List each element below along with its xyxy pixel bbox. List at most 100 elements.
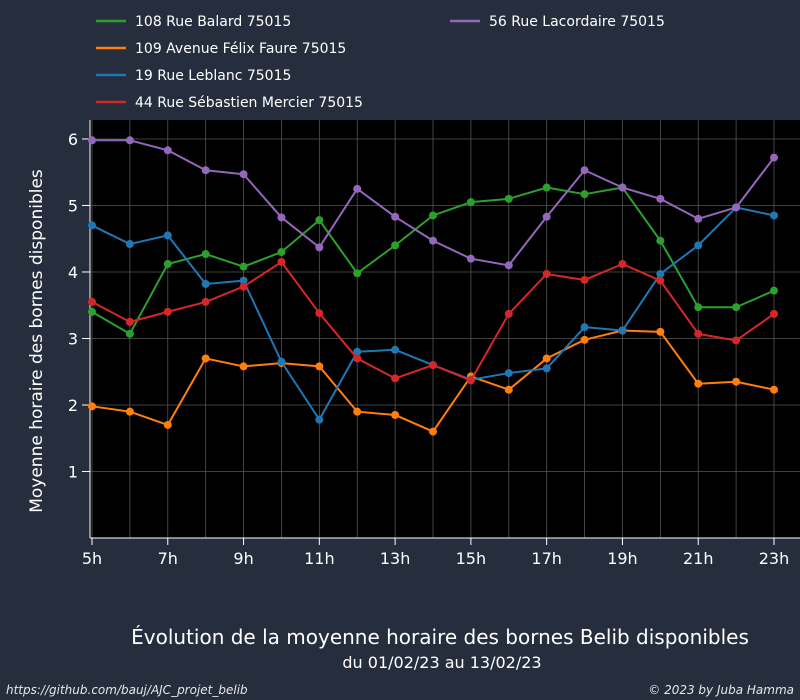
- data-point[interactable]: [277, 357, 286, 366]
- data-point[interactable]: [391, 345, 400, 354]
- data-point[interactable]: [580, 323, 589, 332]
- data-point[interactable]: [656, 236, 665, 245]
- data-point[interactable]: [88, 221, 96, 230]
- data-point[interactable]: [656, 194, 665, 203]
- data-point[interactable]: [201, 354, 210, 363]
- data-point[interactable]: [88, 136, 96, 145]
- data-point[interactable]: [88, 402, 96, 411]
- data-point[interactable]: [429, 211, 437, 220]
- data-point[interactable]: [163, 231, 172, 240]
- data-point[interactable]: [239, 262, 248, 271]
- data-point[interactable]: [125, 136, 134, 145]
- data-point[interactable]: [694, 329, 703, 338]
- data-point[interactable]: [125, 407, 134, 416]
- data-point[interactable]: [694, 303, 703, 312]
- data-point[interactable]: [391, 241, 400, 250]
- legend-item[interactable]: 56 Rue Lacordaire 75015: [450, 14, 665, 30]
- data-point[interactable]: [694, 214, 703, 223]
- data-point[interactable]: [353, 347, 362, 356]
- data-point[interactable]: [391, 410, 400, 419]
- data-point[interactable]: [353, 184, 362, 193]
- data-point[interactable]: [732, 303, 741, 312]
- data-point[interactable]: [353, 354, 362, 363]
- data-point[interactable]: [277, 213, 286, 222]
- data-point[interactable]: [770, 309, 778, 318]
- data-point[interactable]: [125, 329, 134, 338]
- data-point[interactable]: [315, 415, 324, 424]
- source-link[interactable]: https://github.com/bauj/AJC_projet_belib: [6, 683, 248, 697]
- data-point[interactable]: [466, 254, 475, 263]
- data-point[interactable]: [125, 317, 134, 326]
- data-point[interactable]: [239, 276, 248, 285]
- data-point[interactable]: [315, 309, 324, 318]
- data-point[interactable]: [770, 211, 778, 220]
- data-point[interactable]: [277, 248, 286, 257]
- data-point[interactable]: [391, 374, 400, 383]
- data-point[interactable]: [580, 335, 589, 344]
- legend-item[interactable]: 19 Rue Leblanc 75015: [96, 68, 291, 84]
- copyright-credit: © 2023 by Juba Hamma: [648, 683, 794, 697]
- data-point[interactable]: [732, 336, 741, 345]
- data-point[interactable]: [618, 183, 627, 192]
- data-point[interactable]: [580, 166, 589, 175]
- legend-item[interactable]: 108 Rue Balard 75015: [96, 14, 291, 30]
- data-point[interactable]: [542, 183, 551, 192]
- data-point[interactable]: [542, 269, 551, 278]
- data-point[interactable]: [580, 190, 589, 199]
- data-point[interactable]: [429, 361, 437, 370]
- data-point[interactable]: [163, 420, 172, 429]
- data-point[interactable]: [391, 212, 400, 221]
- data-point[interactable]: [504, 261, 513, 270]
- data-point[interactable]: [163, 307, 172, 316]
- data-point[interactable]: [466, 376, 475, 385]
- legend-item[interactable]: 44 Rue Sébastien Mercier 75015: [96, 95, 363, 111]
- data-point[interactable]: [201, 297, 210, 306]
- data-point[interactable]: [694, 379, 703, 388]
- data-point[interactable]: [732, 377, 741, 386]
- data-point[interactable]: [201, 279, 210, 288]
- data-point[interactable]: [618, 326, 627, 335]
- data-point[interactable]: [201, 166, 210, 175]
- legend-label: 19 Rue Leblanc 75015: [135, 68, 291, 84]
- legend-label: 56 Rue Lacordaire 75015: [489, 14, 665, 30]
- data-point[interactable]: [201, 250, 210, 259]
- plot-area: [90, 120, 800, 538]
- data-point[interactable]: [618, 260, 627, 269]
- data-point[interactable]: [88, 307, 96, 316]
- data-point[interactable]: [163, 146, 172, 155]
- data-point[interactable]: [732, 203, 741, 212]
- data-point[interactable]: [466, 198, 475, 207]
- data-point[interactable]: [770, 286, 778, 295]
- data-point[interactable]: [277, 258, 286, 267]
- data-point[interactable]: [239, 362, 248, 371]
- data-point[interactable]: [353, 269, 362, 278]
- data-point[interactable]: [542, 354, 551, 363]
- data-point[interactable]: [429, 427, 437, 436]
- data-point[interactable]: [239, 282, 248, 291]
- data-point[interactable]: [163, 260, 172, 269]
- data-point[interactable]: [504, 369, 513, 378]
- data-point[interactable]: [694, 241, 703, 250]
- data-point[interactable]: [88, 297, 96, 306]
- data-point[interactable]: [504, 194, 513, 203]
- data-point[interactable]: [315, 216, 324, 225]
- data-point[interactable]: [656, 276, 665, 285]
- data-point[interactable]: [580, 275, 589, 284]
- data-point[interactable]: [315, 243, 324, 252]
- y-tick-label: 2: [68, 396, 78, 415]
- data-point[interactable]: [504, 385, 513, 394]
- data-point[interactable]: [239, 170, 248, 179]
- data-point[interactable]: [656, 269, 665, 278]
- data-point[interactable]: [542, 212, 551, 221]
- data-point[interactable]: [770, 385, 778, 394]
- data-point[interactable]: [429, 236, 437, 245]
- data-point[interactable]: [656, 327, 665, 336]
- data-point[interactable]: [542, 364, 551, 373]
- data-point[interactable]: [504, 309, 513, 318]
- data-point[interactable]: [125, 240, 134, 249]
- data-point[interactable]: [315, 362, 324, 371]
- data-point[interactable]: [353, 407, 362, 416]
- data-point[interactable]: [770, 153, 778, 162]
- legend-item[interactable]: 109 Avenue Félix Faure 75015: [96, 41, 346, 57]
